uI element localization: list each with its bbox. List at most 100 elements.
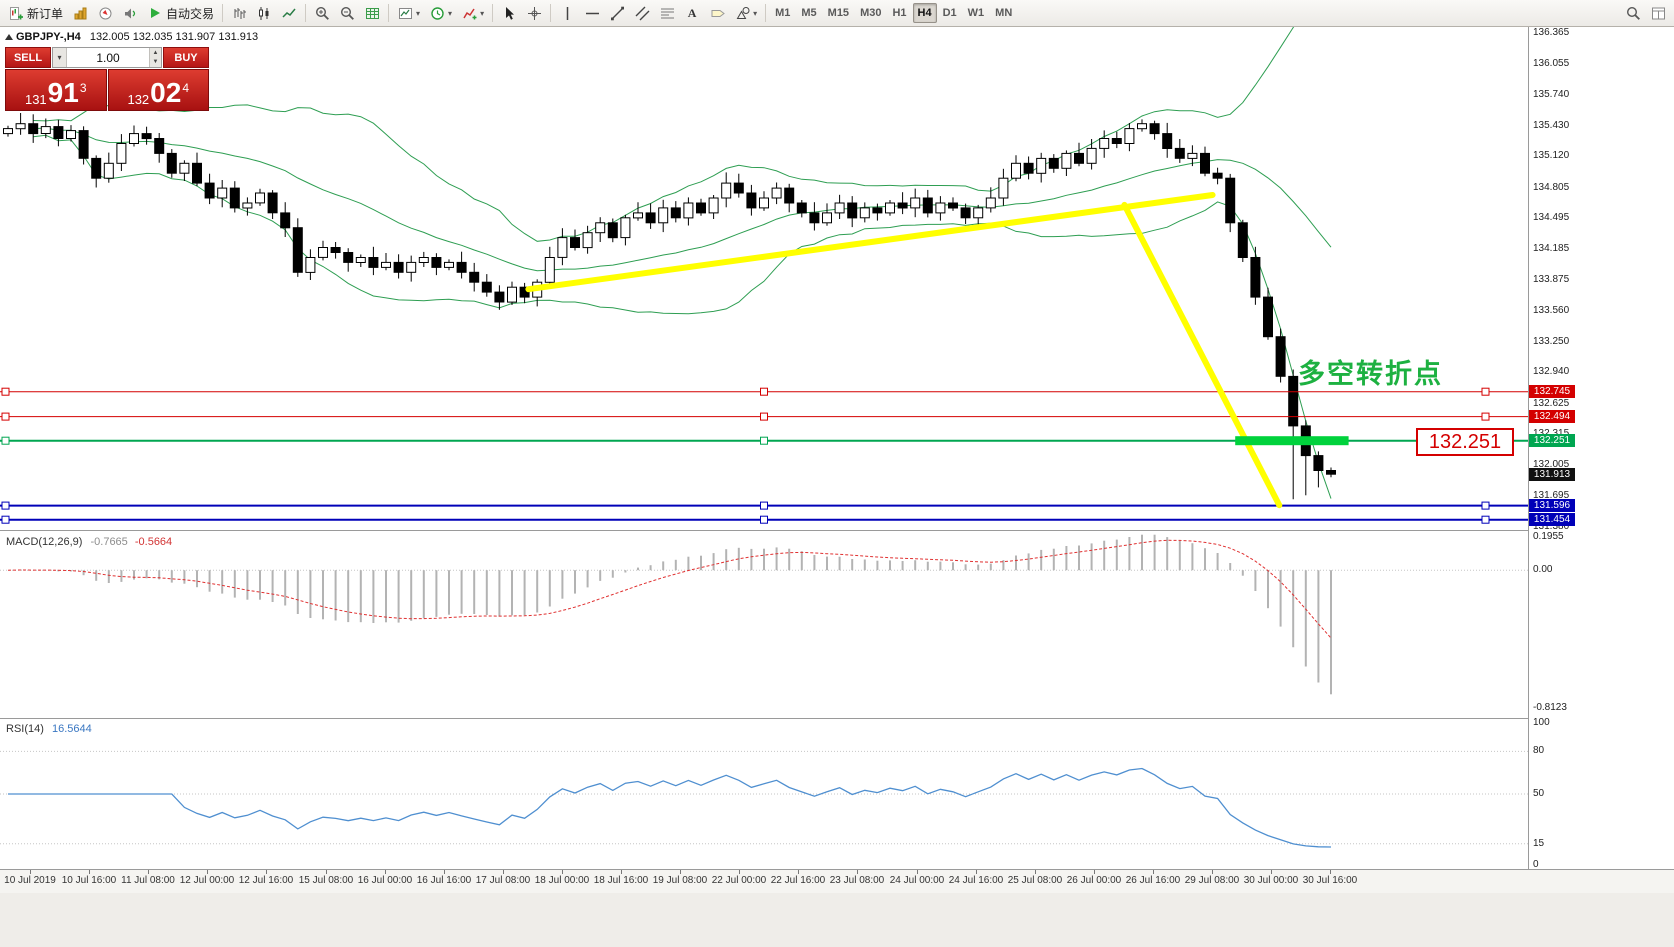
new-order-label: 新订单 bbox=[27, 6, 64, 21]
timeframe-m1-button[interactable]: M1 bbox=[770, 3, 795, 23]
buy-price-tile[interactable]: 132 02 4 bbox=[107, 69, 209, 111]
indicators-button[interactable]: ▾ bbox=[457, 2, 488, 24]
time-label: 10 Jul 16:00 bbox=[61, 875, 117, 886]
grid-button[interactable] bbox=[360, 2, 384, 24]
panel-separator[interactable] bbox=[0, 718, 1674, 719]
macd-chart-canvas[interactable] bbox=[0, 531, 1528, 718]
bar-chart-button[interactable] bbox=[227, 2, 251, 24]
equidistant-channel-button[interactable] bbox=[630, 2, 654, 24]
templates-button[interactable]: ▾ bbox=[393, 2, 424, 24]
time-tick bbox=[326, 870, 327, 874]
search-icon bbox=[1625, 5, 1641, 21]
chevron-down-icon: ▾ bbox=[416, 8, 421, 18]
toolbar-separator bbox=[550, 4, 552, 22]
time-label: 22 Jul 16:00 bbox=[770, 875, 826, 886]
navigator-button[interactable] bbox=[93, 2, 117, 24]
level-price-box: 132.494 bbox=[1529, 410, 1575, 423]
win-icon bbox=[1650, 5, 1666, 21]
time-axis[interactable]: 10 Jul 2019 10 Jul 16:00 11 Jul 08:00 12 Ju… bbox=[0, 869, 1674, 893]
panel-separator[interactable] bbox=[0, 530, 1674, 531]
auto-trading-label: 自动交易 bbox=[166, 6, 215, 21]
macd-scale-tick: 0.1955 bbox=[1533, 531, 1564, 542]
symbol-timeframe-label: GBPJPY-,H4 bbox=[16, 31, 81, 43]
zoom-in-button[interactable] bbox=[310, 2, 334, 24]
sound-button[interactable] bbox=[118, 2, 142, 24]
new-order-button[interactable]: 新订单 bbox=[4, 2, 67, 24]
chevron-down-icon: ▾ bbox=[753, 8, 758, 18]
chevron-down-icon: ▾ bbox=[448, 8, 453, 18]
rsi-indicator-label: RSI(14) 16.5644 bbox=[6, 723, 92, 735]
time-tick bbox=[917, 870, 918, 874]
timeframe-d1-button[interactable]: D1 bbox=[938, 3, 962, 23]
level-price-box: 132.745 bbox=[1529, 385, 1575, 398]
volume-control: ▾ ▲ ▼ bbox=[52, 47, 162, 68]
sell-price-big: 91 bbox=[47, 77, 79, 108]
timeframe-mn-button[interactable]: MN bbox=[990, 3, 1017, 23]
price-tick: 134.805 bbox=[1533, 182, 1570, 193]
candlestick-chart-button[interactable] bbox=[252, 2, 276, 24]
timeframe-m15-button[interactable]: M15 bbox=[823, 3, 854, 23]
text-label-button[interactable] bbox=[705, 2, 729, 24]
market-watch-button[interactable] bbox=[68, 2, 92, 24]
timeframe-w1-button[interactable]: W1 bbox=[963, 3, 990, 23]
buy-button[interactable]: BUY bbox=[163, 47, 209, 68]
time-tick bbox=[621, 870, 622, 874]
fibonacci-button[interactable] bbox=[655, 2, 679, 24]
support-highlight[interactable] bbox=[1235, 436, 1349, 446]
sell-price-head: 131 bbox=[24, 92, 47, 107]
price-chart-canvas[interactable] bbox=[0, 27, 1528, 530]
yellow-trendlines[interactable] bbox=[525, 192, 1283, 509]
price-scale[interactable]: 136.365 136.055 135.740 135.430 135.120 134.8… bbox=[1528, 27, 1674, 870]
text-button[interactable]: A bbox=[680, 2, 704, 24]
rsi-chart-canvas[interactable] bbox=[0, 719, 1528, 869]
sell-price-tile[interactable]: 131 91 3 bbox=[5, 69, 107, 111]
channel-icon bbox=[634, 5, 650, 21]
chart-windows-button[interactable] bbox=[1646, 2, 1670, 24]
vertical-line-button[interactable] bbox=[555, 2, 579, 24]
horizontal-level-lines[interactable] bbox=[0, 387, 1528, 524]
time-label: 29 Jul 08:00 bbox=[1184, 875, 1240, 886]
volume-input[interactable] bbox=[67, 48, 149, 67]
shapes-button[interactable]: ▾ bbox=[730, 2, 761, 24]
zoom-out-button[interactable] bbox=[335, 2, 359, 24]
timeframe-h4-button[interactable]: H4 bbox=[912, 3, 937, 23]
trendline-button[interactable] bbox=[605, 2, 629, 24]
grid-icon bbox=[364, 5, 380, 21]
time-label: 30 Jul 16:00 bbox=[1302, 875, 1358, 886]
price-tick: 131.380 bbox=[1533, 521, 1570, 532]
macd-indicator-label: MACD(12,26,9) -0.7665 -0.5664 bbox=[6, 536, 172, 548]
volume-down-button[interactable]: ▼ bbox=[149, 57, 161, 67]
rsi-scale-tick: 80 bbox=[1533, 745, 1545, 756]
horizontal-line-button[interactable] bbox=[580, 2, 604, 24]
volume-dropdown-button[interactable]: ▾ bbox=[53, 48, 67, 67]
price-tick: 135.120 bbox=[1533, 150, 1570, 161]
trend-icon bbox=[609, 5, 625, 21]
buy-price-head: 132 bbox=[127, 92, 150, 107]
crosshair-button[interactable] bbox=[522, 2, 546, 24]
volume-up-button[interactable]: ▲ bbox=[149, 48, 161, 58]
template-icon bbox=[397, 5, 413, 21]
timeframe-m5-button[interactable]: M5 bbox=[796, 3, 821, 23]
fibo-icon bbox=[659, 5, 675, 21]
time-label: 25 Jul 08:00 bbox=[1007, 875, 1063, 886]
sell-button[interactable]: SELL bbox=[5, 47, 51, 68]
timeframe-h1-button[interactable]: H1 bbox=[887, 3, 911, 23]
periods-button[interactable]: ▾ bbox=[425, 2, 456, 24]
text-icon: A bbox=[687, 5, 697, 20]
auto-trading-button[interactable]: 自动交易 bbox=[143, 2, 218, 24]
line-icon bbox=[281, 5, 297, 21]
cursor-button[interactable] bbox=[497, 2, 521, 24]
trade-panel-prices: 131 91 3 132 02 4 bbox=[5, 69, 209, 111]
price-tick: 133.560 bbox=[1533, 305, 1570, 316]
search-button[interactable] bbox=[1621, 2, 1645, 24]
time-tick bbox=[798, 870, 799, 874]
collapse-panel-icon[interactable] bbox=[5, 34, 13, 40]
toolbar-separator bbox=[222, 4, 224, 22]
candlesticks bbox=[3, 113, 1336, 500]
rsi-value: 16.5644 bbox=[51, 723, 92, 735]
toolbar-separator bbox=[492, 4, 494, 22]
timeframe-m30-button[interactable]: M30 bbox=[855, 3, 886, 23]
line-chart-button[interactable] bbox=[277, 2, 301, 24]
price-tick: 136.055 bbox=[1533, 58, 1570, 69]
crosshair-icon bbox=[526, 5, 542, 21]
